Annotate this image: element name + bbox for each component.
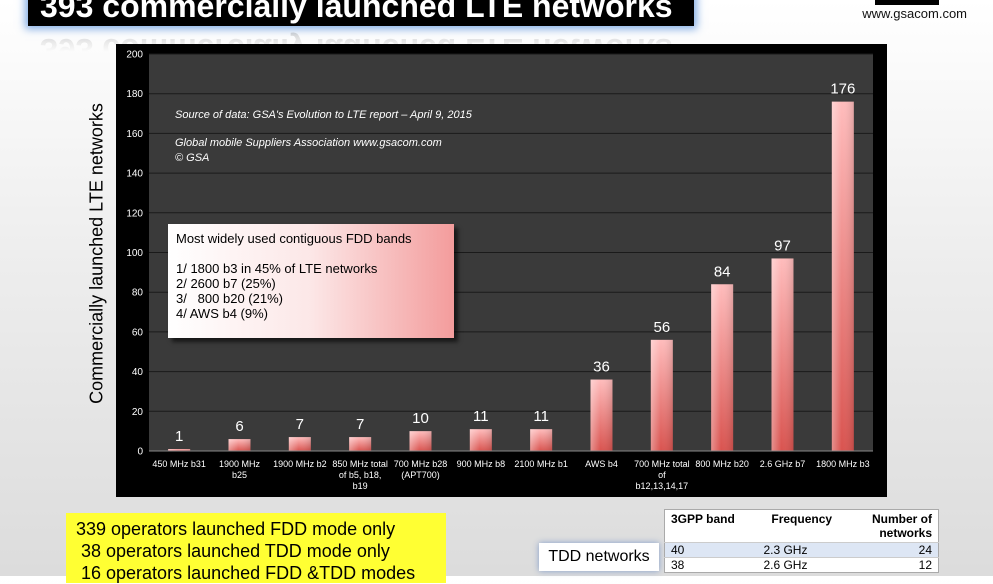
bar-sheen (831, 101, 854, 451)
info-box-line: 1/ 1800 b3 in 45% of LTE networks (176, 261, 378, 276)
source-note: Source of data: GSA's Evolution to LTE r… (175, 109, 472, 121)
bar-sheen (530, 429, 553, 451)
data-label: 1 (175, 428, 183, 445)
x-tick-label: 1900 MHz b2 (273, 459, 327, 469)
gsa-logo (875, 0, 939, 5)
copyright-note: © GSA (175, 152, 210, 164)
tdd-table: 3GPP band Frequency Number of networks 4… (664, 509, 939, 573)
data-label: 6 (235, 418, 243, 435)
bar-sheen (711, 284, 734, 451)
x-tick-label: 700 MHz b28 (APT700) (394, 459, 448, 480)
y-tick-label: 40 (132, 367, 144, 378)
x-tick-label: 700 MHz total of b12,13,14,17 (634, 459, 690, 491)
bar-sheen (469, 429, 492, 451)
page-title: 393 commercially launched LTE networks (28, 0, 694, 26)
data-label: 97 (774, 237, 791, 254)
info-box-line: 4/ AWS b4 (9%) (176, 306, 268, 321)
y-tick-label: 200 (126, 50, 143, 61)
y-tick-label: 160 (126, 129, 143, 140)
tdd-networks-label: TDD networks (539, 543, 659, 571)
chart-panel: 0 20 40 60 80 100 120 140 160 180 200 1 450 MHz b31 6… (116, 44, 887, 497)
table-cell: 38 (664, 557, 758, 573)
bar-chart: 0 20 40 60 80 100 120 140 160 180 200 1 450 MHz b31 6… (126, 50, 873, 491)
y-tick-label: 100 (126, 248, 143, 259)
association-note: Global mobile Suppliers Association www.… (175, 137, 442, 149)
x-tick-label: 450 MHz b31 (152, 459, 206, 469)
bar-sheen (228, 439, 251, 451)
operators-line: 38 operators launched TDD mode only (76, 541, 390, 561)
y-tick-label: 60 (132, 327, 144, 338)
y-tick-label: 80 (132, 288, 144, 299)
info-box-line: 2/ 2600 b7 (25%) (176, 276, 276, 291)
operators-line: 339 operators launched FDD mode only (76, 519, 396, 539)
x-tick-label: 2100 MHz b1 (514, 459, 568, 469)
bar-sheen (771, 258, 794, 451)
table-row: 40 2.3 GHz 24 (664, 542, 939, 558)
info-box-heading: Most widely used contiguous FDD bands (176, 231, 412, 246)
x-tick-label: 2.6 GHz b7 (760, 459, 806, 469)
info-box: Most widely used contiguous FDD bands 1/… (168, 224, 454, 338)
site-url[interactable]: www.gsacom.com (862, 6, 967, 21)
info-box-line: 3/ 800 b20 (21%) (176, 291, 283, 306)
data-label: 7 (356, 416, 364, 433)
y-tick-label: 180 (126, 89, 143, 100)
y-tick-label: 120 (126, 208, 143, 219)
y-tick-label: 0 (137, 447, 143, 458)
x-tick-label: 850 MHz total of b5, b18, b19 (332, 459, 388, 491)
operators-line: 16 operators launched FDD &TDD modes (76, 563, 416, 583)
data-label: 176 (830, 81, 855, 98)
bar-sheen (590, 379, 613, 451)
y-tick-label: 20 (132, 407, 144, 418)
bar-sheen (168, 449, 191, 451)
table-cell: 24 (846, 542, 939, 558)
operators-summary: 339 operators launched FDD mode only 38 … (66, 513, 446, 583)
data-label: 36 (593, 359, 610, 376)
table-cell: 12 (846, 557, 939, 573)
data-label: 11 (473, 408, 489, 425)
y-tick-label: 140 (126, 169, 143, 180)
y-axis-title: Commercially launched LTE networks (86, 103, 107, 404)
x-tick-label: 1900 MHz b25 (219, 459, 261, 480)
data-label: 10 (412, 410, 429, 427)
column-header: Number of networks (872, 512, 932, 540)
table-cell: 2.6 GHz (757, 557, 846, 573)
x-tick-label: 800 MHz b20 (695, 459, 749, 469)
column-header: 3GPP band (671, 512, 735, 526)
bar-sheen (409, 431, 432, 451)
data-label: 11 (533, 408, 549, 425)
table-cell: 2.3 GHz (757, 542, 846, 558)
table-cell: 40 (664, 542, 758, 558)
x-tick-label: 900 MHz b8 (457, 459, 506, 469)
x-tick-label: AWS b4 (585, 459, 618, 469)
data-label: 56 (653, 319, 670, 336)
data-label: 7 (296, 416, 304, 433)
table-header-row: 3GPP band Frequency Number of networks (665, 510, 939, 543)
column-header: Frequency (771, 512, 833, 526)
bar-sheen (288, 437, 311, 451)
data-label: 84 (714, 263, 731, 280)
bar-sheen (349, 437, 372, 451)
table-row: 38 2.6 GHz 12 (664, 557, 939, 573)
bar-sheen (650, 339, 673, 451)
x-tick-label: 1800 MHz b3 (816, 459, 870, 469)
